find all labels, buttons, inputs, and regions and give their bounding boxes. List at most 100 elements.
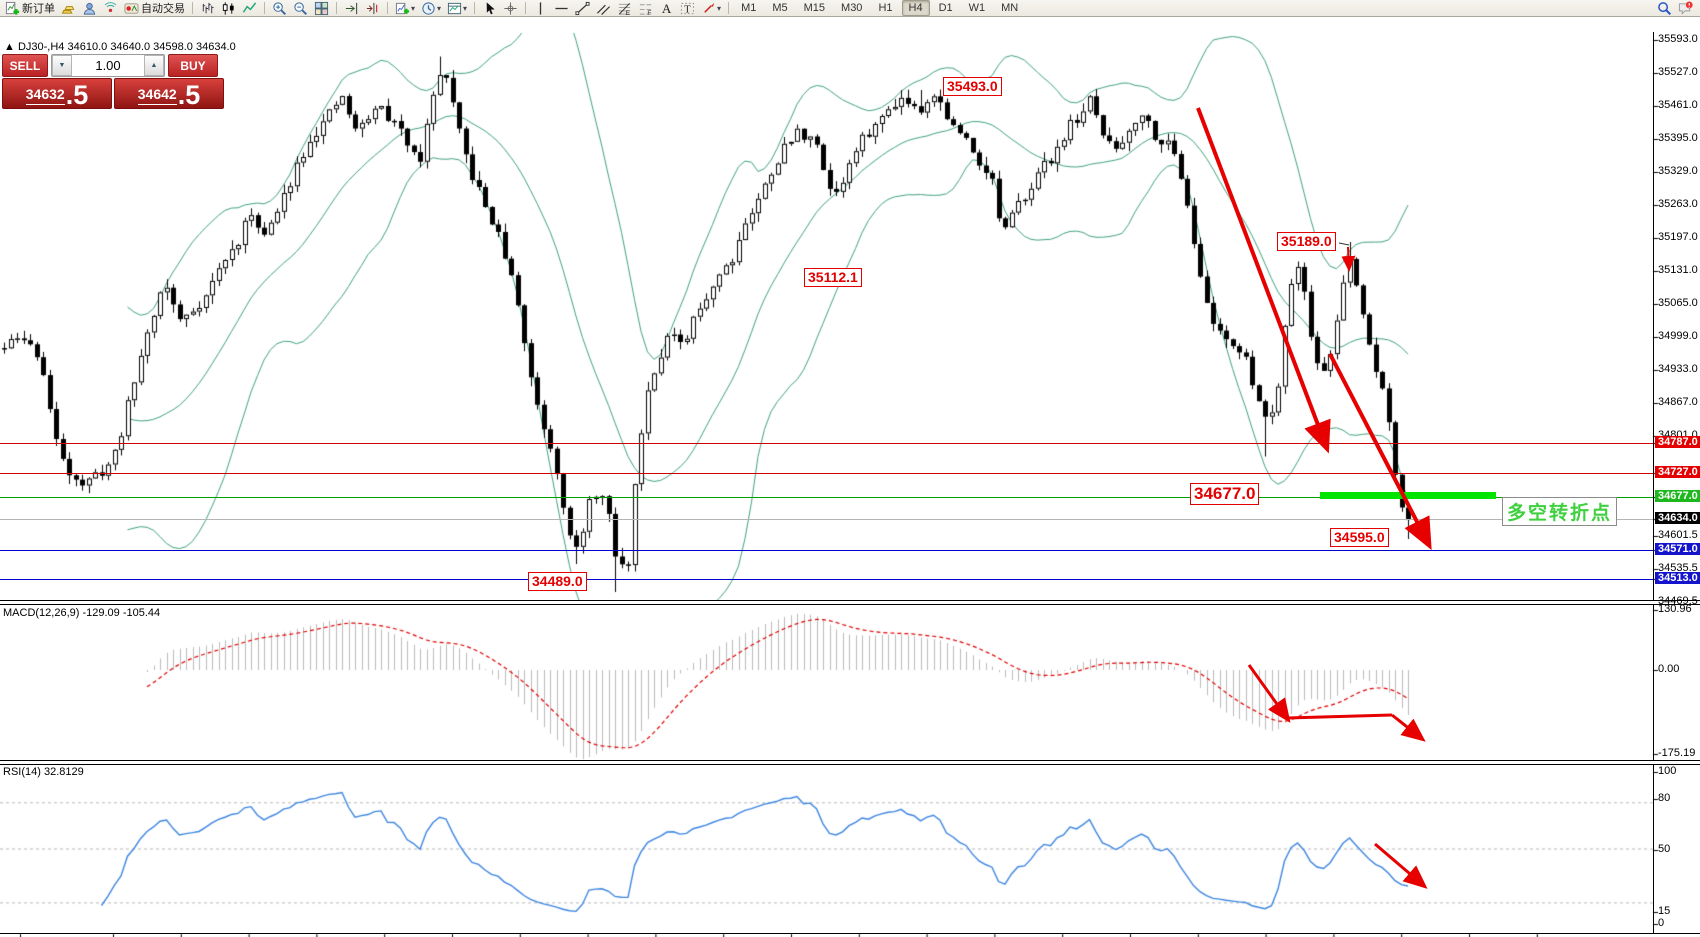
chart-shift-button[interactable] (363, 1, 382, 16)
channel-icon (596, 1, 611, 16)
dropdown-caret-icon: ▾ (411, 3, 416, 13)
trend-arrow[interactable] (1196, 107, 1331, 454)
price-axis-label: 35527.0 (1658, 66, 1698, 78)
sell-button[interactable]: SELL (2, 54, 48, 77)
price-axis-label: 35329.0 (1658, 165, 1698, 177)
trend-arrow[interactable] (1247, 664, 1291, 723)
indicators-button[interactable]: ▾ (393, 1, 417, 16)
horizontal-line-object[interactable] (0, 550, 1653, 551)
price-annotation-label[interactable]: 34677.0 (1190, 483, 1260, 505)
candlestick-chart-button[interactable] (219, 1, 238, 16)
toolbar-buttons: 新订单 自动交易 ▾ ▾ ▾ E F A T ▾ M1 M5 M15 M30 H1 H4 D1 W1 MN (0, 0, 1026, 16)
trend-arrow[interactable] (1391, 713, 1426, 742)
price-axis-marker: 34677.0 (1655, 490, 1700, 502)
support-highlight-bar[interactable] (1320, 492, 1496, 499)
price-big-digit: .5 (65, 80, 89, 110)
rsi-axis-label: 15 (1658, 905, 1671, 917)
auto-scroll-button[interactable] (342, 1, 361, 16)
templates-button[interactable]: ▾ (445, 1, 469, 16)
trendline-icon (575, 1, 590, 16)
price-annotation-label[interactable]: 35112.1 (804, 268, 862, 287)
notifications-button[interactable] (1676, 1, 1695, 16)
price-annotation-label[interactable]: 35189.0 (1277, 232, 1336, 251)
price-annotation-label[interactable]: 34595.0 (1330, 528, 1389, 547)
horizontal-line-object[interactable] (0, 497, 1653, 498)
timeframe-m30-button[interactable]: M30 (841, 2, 863, 14)
timeframe-m1-button[interactable]: M1 (741, 2, 757, 14)
horizontal-line-icon (554, 1, 569, 16)
periods-button[interactable]: ▾ (419, 1, 443, 16)
buy-price[interactable]: 34642.5 (114, 78, 224, 109)
new-order-button[interactable]: 新订单 (3, 1, 57, 16)
search-button[interactable] (1655, 1, 1674, 16)
cursor-button[interactable] (480, 1, 499, 16)
signals-button[interactable] (101, 1, 120, 16)
bar-chart-button[interactable] (198, 1, 217, 16)
fibonacci-expansion-button[interactable]: F (636, 1, 655, 16)
price-axis-label: 35593.0 (1658, 33, 1698, 45)
text-label-button[interactable]: T (678, 1, 697, 16)
new-order-icon (5, 1, 20, 16)
price-axis-marker: 34787.0 (1655, 436, 1700, 448)
pane-separator-macd[interactable] (0, 600, 1700, 605)
price-axis-label: 34999.0 (1658, 330, 1698, 342)
macd-indicator-label: MACD(12,26,9) -129.09 -105.44 (3, 607, 160, 619)
timeframe-d1-button[interactable]: D1 (938, 2, 953, 14)
price-annotation-label[interactable]: 34489.0 (528, 572, 587, 591)
buy-button[interactable]: BUY (168, 54, 218, 77)
horizontal-line-object[interactable] (0, 473, 1653, 474)
channel-button[interactable] (594, 1, 613, 16)
horizontal-line-object[interactable] (0, 443, 1653, 444)
rsi-axis-label: 0 (1658, 917, 1665, 929)
profile-button[interactable] (80, 1, 99, 16)
trendline-button[interactable] (573, 1, 592, 16)
ohlc-close: 34634.0 (195, 41, 236, 53)
price-main-digits: 34642 (137, 84, 177, 105)
zoom-out-button[interactable] (291, 1, 310, 16)
price-axis-marker: 34513.0 (1655, 572, 1700, 584)
trend-arrow[interactable] (1341, 246, 1356, 272)
price-axis-label: 34469.5 (1658, 595, 1698, 607)
timeframe-m5-button[interactable]: M5 (772, 2, 788, 14)
text-button[interactable]: A (657, 1, 676, 16)
zoom-out-icon (293, 1, 308, 16)
arrows-button[interactable]: ▾ (699, 1, 723, 16)
turning-point-text[interactable]: 多空转折点 (1502, 497, 1618, 526)
timeframe-mn-button[interactable]: MN (1001, 2, 1019, 14)
volume-decrease-button[interactable]: ▼ (52, 55, 72, 76)
price-main-digits: 34632 (25, 84, 65, 105)
fibonacci-button[interactable]: E (615, 1, 634, 16)
vertical-line-button[interactable] (531, 1, 550, 16)
line-chart-button[interactable] (240, 1, 259, 16)
trend-arrow[interactable] (1286, 713, 1393, 720)
autotrading-button[interactable]: 自动交易 (122, 1, 187, 16)
chart-area[interactable]: ▲ DJ30-,H4 34610.0 34640.0 34598.0 34634… (0, 16, 1700, 937)
trend-arrow[interactable] (1374, 842, 1428, 889)
chart-canvas[interactable] (0, 32, 1700, 937)
crosshair-icon (503, 1, 518, 16)
timeframe-w1-button[interactable]: W1 (968, 2, 986, 14)
crosshair-button[interactable] (501, 1, 520, 16)
symbol-ohlc-bar: ▲ DJ30-,H4 34610.0 34640.0 34598.0 34634… (4, 41, 236, 53)
price-annotation-label[interactable]: 35493.0 (943, 77, 1002, 96)
price-axis-label: 34601.5 (1658, 529, 1698, 541)
tile-windows-button[interactable] (312, 1, 331, 16)
pane-separator-rsi[interactable] (0, 760, 1700, 765)
timeframe-m15-button[interactable]: M15 (803, 2, 826, 14)
volume-input[interactable]: 1.00 (95, 58, 121, 73)
horizontal-line-button[interactable] (552, 1, 571, 16)
zoom-in-button[interactable] (270, 1, 289, 16)
price-axis-label: 35131.0 (1658, 264, 1698, 276)
trend-arrow[interactable] (1328, 353, 1432, 551)
toolbar-right (1654, 0, 1696, 16)
rsi-axis-label: 100 (1658, 765, 1677, 777)
timeframe-h1-button[interactable]: H1 (878, 2, 893, 14)
gold-button[interactable] (59, 1, 78, 16)
horizontal-line-object[interactable] (0, 519, 1653, 520)
price-axis-label: 35065.0 (1658, 297, 1698, 309)
window-marker-icon: ▲ (4, 41, 15, 53)
volume-increase-button[interactable]: ▲ (144, 55, 164, 76)
horizontal-line-object[interactable] (0, 579, 1653, 580)
timeframe-h4-button[interactable]: H4 (901, 0, 930, 16)
sell-price[interactable]: 34632.5 (2, 78, 112, 109)
